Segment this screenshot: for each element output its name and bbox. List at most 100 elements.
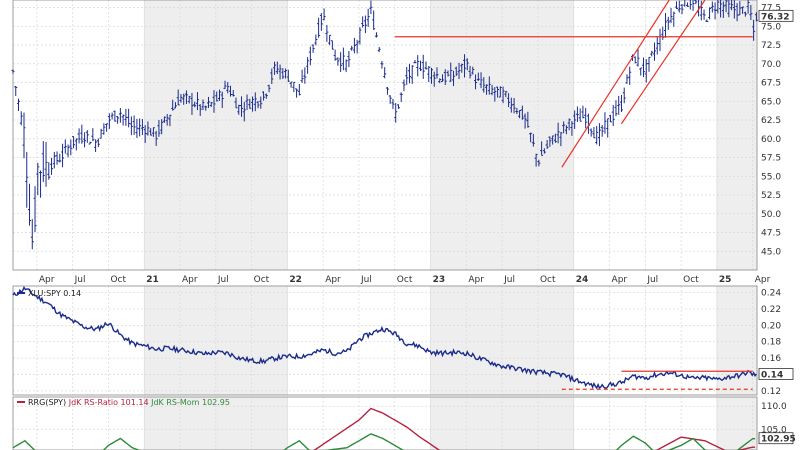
price-bar <box>317 17 321 38</box>
price-bar <box>498 86 502 98</box>
price-bar <box>526 111 530 128</box>
price-bar <box>176 89 180 106</box>
price-bar <box>559 131 563 147</box>
price-bar <box>556 122 560 144</box>
x-tick-label: Jul <box>646 275 658 285</box>
price-bar <box>168 114 172 127</box>
y-tick-label: 50.0 <box>761 210 781 220</box>
price-bar <box>322 8 326 21</box>
last-value-box <box>758 9 794 22</box>
price-bar <box>493 87 497 102</box>
ratio-legend: XLU:SPY 0.14 <box>17 289 81 298</box>
price-bar <box>278 64 282 80</box>
price-bar <box>575 106 579 123</box>
last-value-label: 0.14 <box>761 371 783 381</box>
price-bar <box>264 93 268 99</box>
price-bar <box>355 39 359 54</box>
price-bar <box>69 139 73 156</box>
price-bar <box>727 0 731 18</box>
price-bar <box>39 170 43 198</box>
price-bar <box>286 69 290 82</box>
rrg-series-line <box>12 433 756 450</box>
price-bar <box>124 108 128 126</box>
rrg-legend: RRG(SPY) JdK RS-Ratio 101.14 JdK RS-Mom … <box>17 398 230 407</box>
price-bar <box>248 98 252 109</box>
price-bar <box>570 121 574 136</box>
price-bar <box>344 59 348 73</box>
shaded-year-band <box>716 0 757 270</box>
price-bar <box>432 71 436 87</box>
price-bar <box>402 79 406 92</box>
price-bar <box>647 56 651 72</box>
price-bar <box>190 92 194 115</box>
price-bar <box>330 40 334 50</box>
price-bar <box>584 107 588 129</box>
price-bar <box>63 139 67 154</box>
price-bar <box>358 27 362 45</box>
price-bar <box>719 0 723 18</box>
price-bar <box>99 128 103 139</box>
price-bar <box>77 128 81 144</box>
price-bar <box>237 104 241 115</box>
price-bar <box>680 3 684 15</box>
price-bar <box>675 1 679 10</box>
y-tick-label: 45.0 <box>761 247 781 257</box>
price-bar <box>284 68 288 79</box>
price-bar <box>578 108 582 122</box>
price-bar <box>666 16 670 30</box>
price-bar <box>581 105 585 119</box>
y-tick-label: 62.5 <box>761 116 781 126</box>
price-bar <box>735 3 739 22</box>
x-tick-label: Jul <box>217 275 229 285</box>
price-bar <box>138 118 142 137</box>
x-tick-label: Jul <box>360 275 372 285</box>
price-bar <box>110 112 114 120</box>
y-tick-label: 57.5 <box>761 154 781 164</box>
price-bar <box>573 110 577 129</box>
price-bar <box>113 110 117 122</box>
y-tick-label: 67.5 <box>761 79 781 89</box>
y-tick-label: 75.0 <box>761 22 781 32</box>
price-bar <box>600 124 604 137</box>
price-bar <box>308 46 312 66</box>
price-bar <box>361 16 365 28</box>
price-bar <box>677 0 681 13</box>
price-bar <box>548 136 552 147</box>
x-tick-label: Apr <box>755 275 771 285</box>
trendline <box>620 0 706 125</box>
price-bar <box>295 88 299 98</box>
price-bar <box>452 70 456 87</box>
price-bar <box>118 108 122 123</box>
price-bar <box>352 37 356 54</box>
panel-frame <box>12 396 758 450</box>
price-bar <box>217 89 221 101</box>
price-bar <box>193 101 197 108</box>
price-bar <box>708 7 712 20</box>
price-bar <box>132 115 136 135</box>
last-value-box <box>758 432 794 445</box>
price-bar <box>441 74 445 82</box>
x-tick-label: Apr <box>39 275 55 285</box>
price-bar <box>74 138 78 151</box>
price-bar <box>592 127 596 139</box>
price-bar <box>490 84 494 96</box>
y-tick-label: 0.16 <box>761 354 781 364</box>
price-bar <box>22 112 26 159</box>
x-axis: Apr Jul Oct 21 Apr Jul Oct 22 Apr Jul Oct 23 Apr Jul O… <box>39 275 771 285</box>
price-bars <box>11 0 758 250</box>
price-bar <box>520 105 524 120</box>
price-bar <box>474 74 478 90</box>
price-bar <box>443 69 447 86</box>
price-bar <box>336 57 340 66</box>
x-tick-label: Jul <box>503 275 515 285</box>
price-bar <box>567 118 571 131</box>
price-bar <box>253 92 257 112</box>
price-bar <box>507 93 511 108</box>
y-tick-label: 70.0 <box>761 60 781 70</box>
price-bar <box>457 62 461 80</box>
rrg-legend-label: RRG(SPY) JdK RS-Ratio 101.14 JdK RS-Mom … <box>28 398 230 407</box>
price-bar <box>179 94 183 103</box>
price-bar <box>212 90 216 113</box>
x-tick-label: Jul <box>74 275 86 285</box>
